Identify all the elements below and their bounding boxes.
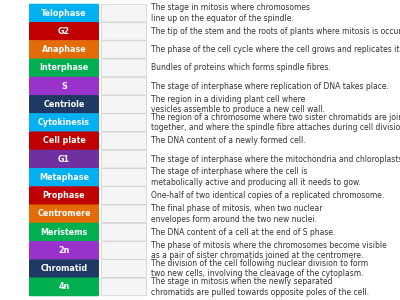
Text: Bundles of proteins which forms spindle fibres.: Bundles of proteins which forms spindle … <box>151 63 331 72</box>
FancyBboxPatch shape <box>29 278 99 296</box>
FancyBboxPatch shape <box>29 58 99 77</box>
Text: Centromere: Centromere <box>37 209 91 218</box>
FancyBboxPatch shape <box>29 40 99 59</box>
Text: Anaphase: Anaphase <box>42 45 86 54</box>
Text: Meristems: Meristems <box>40 228 88 237</box>
Text: The final phase of mitosis, when two nuclear
envelopes form around the two new n: The final phase of mitosis, when two nuc… <box>151 204 322 224</box>
FancyBboxPatch shape <box>102 77 146 95</box>
Text: The region of a chromosome where two sister chromatids are joined
together, and : The region of a chromosome where two sis… <box>151 113 400 133</box>
Text: The stage of interphase where the mitochondria and chloroplasts divide.: The stage of interphase where the mitoch… <box>151 154 400 164</box>
Text: The tip of the stem and the roots of plants where mitosis is occuring.: The tip of the stem and the roots of pla… <box>151 27 400 36</box>
Text: Interphase: Interphase <box>39 63 89 72</box>
Text: S: S <box>61 82 67 91</box>
Text: Centriole: Centriole <box>43 100 85 109</box>
FancyBboxPatch shape <box>102 205 146 223</box>
FancyBboxPatch shape <box>102 22 146 40</box>
FancyBboxPatch shape <box>102 187 146 205</box>
Text: The stage of interphase where the cell is
metabolically active and producing all: The stage of interphase where the cell i… <box>151 167 361 187</box>
FancyBboxPatch shape <box>102 59 146 77</box>
Text: The stage in mitosis when the newly separated
chromatids are pulled towards oppo: The stage in mitosis when the newly sepa… <box>151 277 369 297</box>
Text: The stage of interphase where replication of DNA takes place.: The stage of interphase where replicatio… <box>151 82 389 91</box>
FancyBboxPatch shape <box>29 77 99 95</box>
Text: Cell plate: Cell plate <box>42 136 86 146</box>
FancyBboxPatch shape <box>102 223 146 241</box>
FancyBboxPatch shape <box>29 168 99 187</box>
FancyBboxPatch shape <box>29 131 99 150</box>
Text: The phase of mitosis where the chromosomes become visible
as a pair of sister ch: The phase of mitosis where the chromosom… <box>151 241 387 260</box>
FancyBboxPatch shape <box>102 260 146 278</box>
Text: Prophase: Prophase <box>43 191 85 200</box>
Text: Chromatid: Chromatid <box>40 264 88 273</box>
FancyBboxPatch shape <box>102 4 146 22</box>
FancyBboxPatch shape <box>102 132 146 150</box>
Text: The phase of the cell cycle where the cell grows and replicates its DNA.: The phase of the cell cycle where the ce… <box>151 45 400 54</box>
Text: Metaphase: Metaphase <box>39 173 89 182</box>
FancyBboxPatch shape <box>102 278 146 296</box>
Text: G2: G2 <box>58 27 70 36</box>
FancyBboxPatch shape <box>29 223 99 242</box>
Text: The division of the cell following nuclear division to form
two new cells, invol: The division of the cell following nucle… <box>151 259 368 278</box>
FancyBboxPatch shape <box>102 242 146 259</box>
Text: G1: G1 <box>58 154 70 164</box>
FancyBboxPatch shape <box>29 4 99 22</box>
FancyBboxPatch shape <box>102 150 146 168</box>
FancyBboxPatch shape <box>102 95 146 113</box>
FancyBboxPatch shape <box>29 259 99 278</box>
Text: 4n: 4n <box>58 282 70 291</box>
FancyBboxPatch shape <box>29 241 99 260</box>
FancyBboxPatch shape <box>29 150 99 169</box>
Text: One-half of two identical copies of a replicated chromosome.: One-half of two identical copies of a re… <box>151 191 384 200</box>
FancyBboxPatch shape <box>29 113 99 132</box>
Text: The DNA content of a cell at the end of S phase.: The DNA content of a cell at the end of … <box>151 228 335 237</box>
FancyBboxPatch shape <box>29 22 99 41</box>
FancyBboxPatch shape <box>29 205 99 223</box>
Text: The region in a dividing plant cell where
vesicles assemble to produce a new cel: The region in a dividing plant cell wher… <box>151 94 325 114</box>
FancyBboxPatch shape <box>102 41 146 58</box>
Text: Telophase: Telophase <box>41 9 87 18</box>
Text: 2n: 2n <box>58 246 70 255</box>
FancyBboxPatch shape <box>102 114 146 131</box>
Text: Cytokinesis: Cytokinesis <box>38 118 90 127</box>
FancyBboxPatch shape <box>29 95 99 114</box>
FancyBboxPatch shape <box>29 186 99 205</box>
FancyBboxPatch shape <box>102 169 146 186</box>
Text: The stage in mitosis where chromosomes
line up on the equator of the spindle.: The stage in mitosis where chromosomes l… <box>151 3 310 23</box>
Text: The DNA content of a newly formed cell.: The DNA content of a newly formed cell. <box>151 136 306 146</box>
